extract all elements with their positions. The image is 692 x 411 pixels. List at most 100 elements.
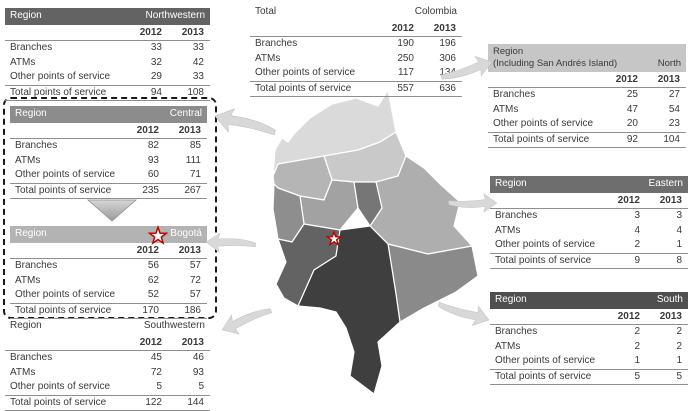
row-label: ATMs	[10, 155, 123, 168]
row-label: Branches	[488, 89, 602, 102]
row-value: 108	[168, 87, 210, 100]
row-value: 93	[123, 155, 165, 168]
year-2013: 2013	[165, 125, 207, 138]
row-value: 54	[644, 104, 686, 117]
row-value: 122	[126, 397, 168, 410]
row-value: 52	[123, 289, 165, 302]
row-value: 72	[165, 275, 207, 288]
year-header-row: 2012 2013	[10, 123, 207, 140]
header-subtitle: (Including San Andrés Island)	[493, 58, 617, 70]
header-region: Eastern	[649, 178, 683, 191]
row-label: Total points of service	[490, 255, 604, 268]
row-label: Other points of service	[10, 289, 123, 302]
row-value: 104	[644, 134, 686, 147]
row-value: 33	[168, 71, 210, 84]
row-value: 190	[378, 38, 420, 51]
year-2012: 2012	[604, 311, 646, 324]
year-2013: 2013	[168, 27, 210, 40]
row-value: 186	[165, 305, 207, 318]
year-header-row: 2012 2013	[490, 309, 688, 326]
row-label: Branches	[250, 38, 378, 51]
table-header: Region Bogotá	[10, 226, 207, 243]
header-title: Total	[255, 6, 276, 19]
row-value: 5	[646, 371, 688, 384]
year-2012: 2012	[604, 195, 646, 208]
row-value: 56	[123, 260, 165, 273]
row-value: 23	[644, 118, 686, 131]
colombia-map	[228, 84, 490, 400]
row-value: 3	[604, 210, 646, 223]
year-2012: 2012	[602, 74, 644, 87]
row-label: Branches	[490, 326, 604, 339]
year-2013: 2013	[420, 23, 462, 36]
header-title: Region	[15, 108, 47, 121]
row-label: Other points of service	[5, 381, 126, 394]
table-header: Region (Including San Andrés Island) Nor…	[488, 44, 686, 72]
row-value: 235	[123, 185, 165, 198]
year-header-row: 2012 2013	[10, 243, 207, 260]
row-label: Branches	[10, 140, 123, 153]
row-value: 60	[123, 169, 165, 182]
year-2013: 2013	[644, 74, 686, 87]
year-header-row: 2012 2013	[5, 335, 210, 352]
header-region: Colombia	[415, 6, 457, 19]
table-header: Region Central	[10, 106, 207, 123]
row-value: 42	[168, 57, 210, 70]
map-region-east	[388, 244, 478, 322]
year-header-row: 2012 2013	[488, 72, 686, 89]
row-value: 33	[168, 42, 210, 55]
row-value: 62	[123, 275, 165, 288]
year-2012: 2012	[126, 27, 168, 40]
row-value: 27	[644, 89, 686, 102]
row-label: Total points of service	[5, 397, 126, 410]
header-title: Region	[10, 320, 42, 333]
row-value: 557	[378, 83, 420, 96]
row-value: 2	[604, 341, 646, 354]
row-value: 5	[168, 381, 210, 394]
row-value: 57	[165, 260, 207, 273]
table-header: Region Southwestern	[5, 318, 210, 335]
table-header: Region Northwestern	[5, 8, 210, 25]
row-label: ATMs	[488, 104, 602, 117]
row-label: Total points of service	[490, 371, 604, 384]
row-value: 267	[165, 185, 207, 198]
row-value: 82	[123, 140, 165, 153]
row-value: 2	[604, 239, 646, 252]
row-value: 5	[604, 371, 646, 384]
row-label: Other points of service	[488, 118, 602, 131]
header-title: Region	[493, 46, 681, 58]
table-header: Region South	[490, 292, 688, 309]
year-2012: 2012	[126, 337, 168, 350]
row-label: Total points of service	[488, 134, 602, 147]
row-value: 71	[165, 169, 207, 182]
row-value: 144	[168, 397, 210, 410]
header-title: Region	[10, 10, 42, 23]
row-label: Branches	[10, 260, 123, 273]
year-2012: 2012	[378, 23, 420, 36]
row-value: 9	[604, 255, 646, 268]
